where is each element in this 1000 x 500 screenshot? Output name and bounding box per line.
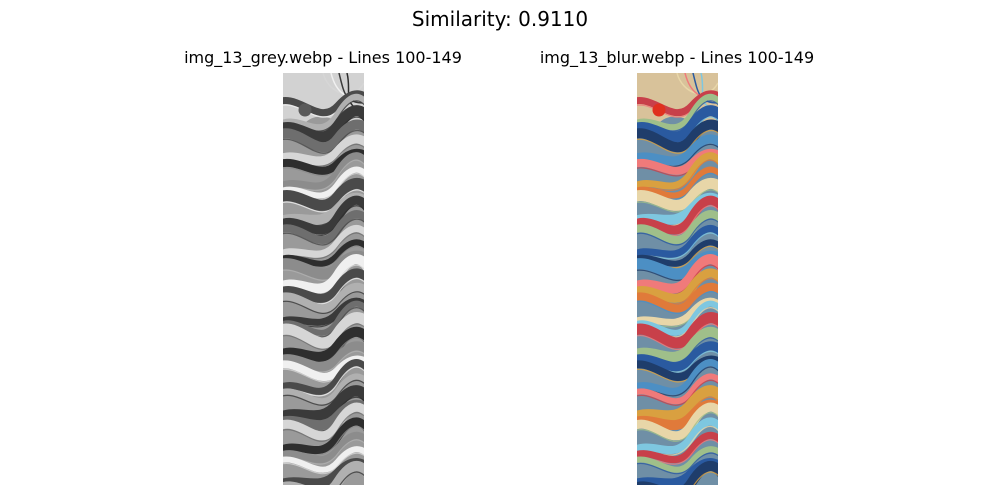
strip-wave-highlight [637,379,718,406]
strip-wave-highlight [637,291,718,314]
strip-wave-highlight [283,452,364,475]
strip-wave-band [283,461,364,485]
strip-wave-band [283,268,364,303]
strip-wave-band [283,300,364,336]
strip-wave-band [637,355,718,381]
strip-wave-band [637,210,718,244]
strip-wave-highlight [283,412,364,442]
strip-wave-band [283,254,364,294]
strip-wave-band [637,297,718,326]
strip-wave-band [637,148,718,175]
strip-wave-highlight [283,291,364,314]
strip-wave-band [637,300,718,336]
grey-image-strip [283,73,364,485]
strip-wave-band [283,90,364,117]
figure-title: Similarity: 0.9110 [411,7,589,31]
strip-wave-band [637,461,718,485]
strip-wave-band [637,119,718,153]
strip-wave-band [637,268,718,303]
strip-wave-band [637,373,718,405]
strip-wave-band [283,373,364,405]
strip-wave-band [637,312,718,349]
strip-wave-band [637,105,718,143]
strip-wave-band [283,134,364,166]
strip-wave-band [283,239,364,267]
strip-wave-band [637,385,718,423]
strip-wave-band [283,148,364,175]
strip-wave-band [637,93,718,131]
strip-wave-band [637,90,718,117]
strip-wave-band [283,402,364,441]
strip-wave-band [283,282,364,313]
strip-wave-band [283,312,364,349]
strip-wave-band [637,178,718,211]
strip-wave-band [283,341,364,372]
strip-wave-band [283,105,364,143]
strip-wave-band [637,282,718,313]
strip-wave-band [283,297,364,326]
strip-wave-band [637,402,718,441]
blur-image-strip [637,73,718,485]
strip-wave-band [283,417,364,455]
strip-wave-band [283,93,364,131]
strip-wave-band [637,224,718,258]
strip-wave-band [637,326,718,362]
strip-wave-highlight [283,379,364,406]
strip-wave-band [283,446,364,473]
strip-wave-band [637,152,718,190]
strip-wave-band [637,359,718,395]
strip-wave-band [283,326,364,362]
strip-wave-highlight [283,218,364,246]
strip-wave-band [283,355,364,381]
strip-wave-band [283,166,364,199]
strip-wave-band [283,224,364,258]
right-panel-title: img_13_blur.webp - Lines 100-149 [539,48,815,67]
strip-wave-band [637,254,718,294]
strip-wave-band [283,359,364,395]
strip-wave-band [283,431,364,464]
strip-wave-band [637,417,718,455]
strip-wave-band [637,239,718,267]
strip-wave-band [283,178,364,211]
grey-image-canvas [283,73,364,485]
strip-dot [298,103,312,117]
strip-wave-band [283,119,364,153]
blur-image-canvas [637,73,718,485]
strip-wave-band [283,195,364,235]
strip-wave-band [637,341,718,372]
left-panel-title: img_13_grey.webp - Lines 100-149 [184,48,462,67]
strip-wave-band [637,195,718,235]
strip-wave-band [637,166,718,199]
strip-wave-band [637,134,718,166]
strip-wave-band [283,152,364,190]
strip-wave-highlight [637,452,718,475]
strip-wave-band [283,210,364,244]
strip-wave-band [283,385,364,423]
strip-wave-highlight [637,218,718,246]
strip-wave-band [637,431,718,464]
strip-dot [652,103,666,117]
strip-wave-highlight [637,412,718,442]
strip-wave-band [637,446,718,473]
